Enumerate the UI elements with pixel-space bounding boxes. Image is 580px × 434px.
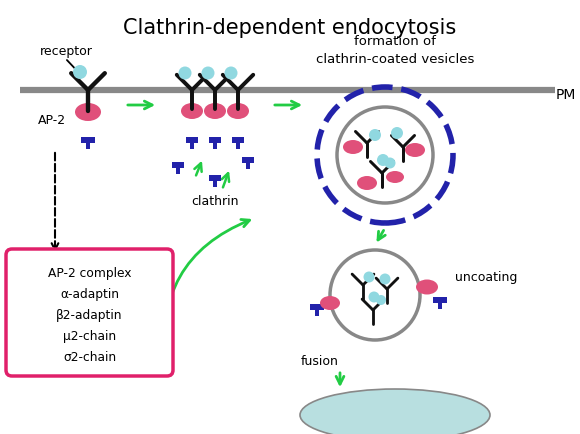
Ellipse shape [300, 389, 490, 434]
Text: early endosomes: early endosomes [338, 408, 452, 421]
Bar [81, 137, 95, 143]
Bar [209, 175, 222, 181]
Circle shape [224, 66, 237, 79]
Text: α-adaptin: α-adaptin [60, 288, 119, 301]
Text: AP-2 complex: AP-2 complex [48, 267, 131, 280]
Bar [315, 310, 319, 316]
Ellipse shape [204, 103, 226, 119]
Bar [190, 143, 194, 149]
Text: μ2-chain: μ2-chain [63, 330, 116, 343]
Bar [209, 137, 222, 143]
Text: fusion: fusion [301, 355, 339, 368]
FancyArrowPatch shape [165, 220, 249, 367]
Circle shape [379, 273, 390, 285]
Ellipse shape [181, 103, 203, 119]
Text: β2-adaptin: β2-adaptin [56, 309, 123, 322]
FancyBboxPatch shape [6, 249, 173, 376]
Ellipse shape [320, 296, 340, 310]
Bar [438, 303, 442, 309]
Text: σ2-chain: σ2-chain [63, 351, 116, 364]
Ellipse shape [405, 143, 425, 157]
Text: formation of
clathrin-coated vesicles: formation of clathrin-coated vesicles [316, 35, 474, 66]
Bar [246, 163, 250, 169]
Bar [231, 137, 244, 143]
Circle shape [337, 107, 433, 203]
Text: Clathrin-dependent endocytosis: Clathrin-dependent endocytosis [124, 18, 456, 38]
Ellipse shape [75, 103, 101, 121]
Bar [310, 304, 324, 310]
Bar [213, 181, 217, 187]
Text: AP-2: AP-2 [38, 114, 66, 126]
Ellipse shape [386, 171, 404, 183]
Circle shape [73, 65, 87, 79]
Text: PM: PM [556, 88, 577, 102]
Circle shape [330, 250, 420, 340]
Ellipse shape [343, 140, 363, 154]
Circle shape [391, 127, 403, 139]
Ellipse shape [227, 103, 249, 119]
Circle shape [368, 292, 379, 302]
Text: uncoating: uncoating [455, 270, 517, 283]
Text: clathrin: clathrin [191, 195, 239, 208]
Circle shape [377, 154, 389, 166]
Bar [176, 168, 180, 174]
Bar [242, 157, 255, 163]
Bar [236, 143, 240, 149]
Circle shape [179, 66, 191, 79]
Bar [186, 137, 198, 143]
Bar [213, 143, 217, 149]
Ellipse shape [416, 279, 438, 295]
Bar [86, 143, 90, 149]
Text: receptor: receptor [40, 45, 93, 58]
Ellipse shape [357, 176, 377, 190]
Circle shape [201, 66, 215, 79]
Circle shape [385, 158, 396, 168]
Circle shape [376, 295, 386, 305]
Circle shape [369, 129, 381, 141]
Bar [433, 297, 447, 303]
Circle shape [364, 272, 375, 283]
Bar [172, 162, 184, 168]
